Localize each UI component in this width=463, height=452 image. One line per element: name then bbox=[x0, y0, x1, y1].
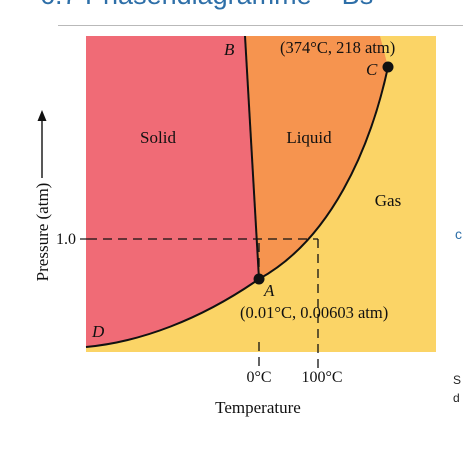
region-label-solid: Solid bbox=[140, 128, 176, 147]
y-axis-label: Pressure (atm) bbox=[33, 183, 52, 282]
point-label-B: B bbox=[224, 40, 235, 59]
x-axis-label: Temperature bbox=[215, 398, 301, 417]
y-axis-arrow-head bbox=[38, 110, 47, 121]
point-label-D: D bbox=[91, 322, 105, 341]
y-tick-label-1-0: 1.0 bbox=[56, 231, 76, 248]
triple-point-A bbox=[254, 274, 265, 285]
x-tick-label-100C: 100°C bbox=[301, 369, 342, 386]
critical-point-C bbox=[383, 62, 394, 73]
annotation-triple-point: (0.01°C, 0.00603 atm) bbox=[240, 303, 388, 322]
point-label-A: A bbox=[263, 281, 275, 300]
region-label-liquid: Liquid bbox=[286, 128, 332, 147]
region-label-gas: Gas bbox=[375, 191, 401, 210]
x-tick-label-0C: 0°C bbox=[246, 369, 271, 386]
annotation-critical-point: (374°C, 218 atm) bbox=[280, 38, 395, 57]
point-label-C: C bbox=[366, 60, 378, 79]
